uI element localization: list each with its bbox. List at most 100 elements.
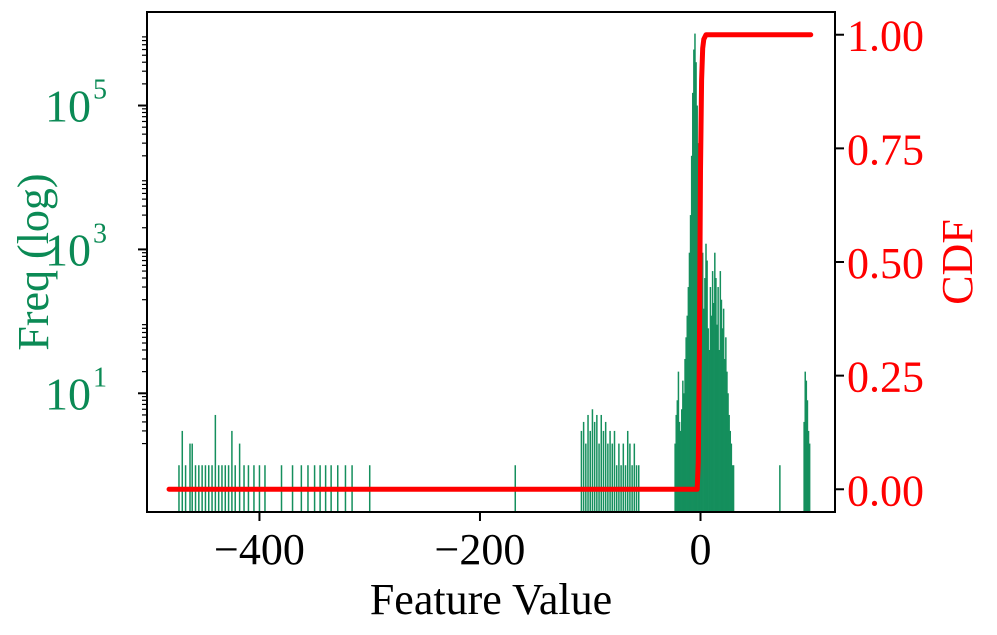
histogram-bar	[704, 278, 706, 512]
histogram-bar	[725, 337, 727, 512]
histogram-bar	[591, 409, 594, 512]
histogram-bar	[589, 430, 591, 512]
histogram-bar	[622, 443, 625, 512]
histogram-bar	[695, 62, 697, 513]
left-y-tick-exponent: 5	[93, 75, 107, 106]
histogram-bar	[189, 443, 191, 512]
histogram-bar	[803, 421, 805, 512]
histogram-bar	[712, 302, 715, 512]
x-axis: −400 −200 0	[214, 512, 711, 574]
histogram-bar	[609, 430, 611, 512]
left-y-axis-title: Freq (log)	[9, 173, 58, 350]
histogram-bar	[633, 443, 636, 512]
histogram-bar	[722, 308, 725, 512]
histogram-bar	[626, 430, 629, 512]
left-y-tick-label: 10	[45, 224, 91, 275]
histogram-bar	[804, 371, 806, 512]
right-y-axis: 0.00 0.25 0.50 0.75 1.00	[835, 12, 924, 515]
histogram-bar	[580, 430, 583, 512]
left-y-tick-label: 10	[45, 368, 91, 419]
histogram-bar	[690, 155, 693, 512]
histogram-bar	[600, 414, 603, 512]
histogram-bar	[607, 443, 609, 512]
left-y-tick-exponent: 3	[93, 218, 107, 249]
plot-frame	[146, 11, 836, 513]
histogram-bar	[593, 421, 596, 512]
histogram-bar	[701, 252, 704, 512]
histogram-bar	[730, 443, 733, 512]
histogram-bar	[582, 421, 585, 512]
histogram-bar	[181, 430, 184, 512]
histogram-bar	[238, 443, 241, 512]
histogram-bar	[674, 443, 676, 512]
histogram-bar	[717, 287, 719, 512]
histogram-bar	[805, 380, 808, 512]
left-y-tick-exponent: 1	[93, 362, 107, 393]
histogram-bar	[231, 430, 233, 512]
histogram-bar	[703, 308, 705, 512]
right-y-tick-label: 1.00	[847, 12, 924, 61]
histogram-bar	[692, 92, 694, 513]
histogram-bars	[178, 33, 811, 513]
histogram-bar	[716, 324, 718, 512]
histogram-bar	[708, 349, 711, 512]
histogram-bar	[719, 271, 722, 512]
x-tick-label: −400	[214, 525, 305, 574]
right-y-tick-label: 0.25	[847, 353, 924, 402]
histogram-bar	[711, 271, 714, 512]
histogram-bar	[677, 371, 680, 512]
histogram-bar	[688, 252, 691, 512]
histogram-bar	[682, 380, 684, 512]
histogram-bar	[598, 443, 600, 512]
histogram-bar	[629, 443, 631, 512]
histogram-bar	[611, 443, 614, 512]
histogram-bar	[700, 265, 703, 512]
histogram-bar	[686, 315, 689, 512]
histogram-bar	[679, 430, 682, 512]
right-y-tick-label: 0.50	[847, 239, 924, 288]
histogram-bar	[718, 349, 720, 512]
histogram-bar	[604, 421, 607, 512]
histogram-bar	[585, 443, 587, 512]
histogram-bar	[689, 215, 692, 512]
histogram-bar	[685, 337, 687, 512]
histogram-bar	[807, 430, 810, 512]
histogram-bar	[587, 414, 589, 512]
cdf-line	[166, 32, 814, 492]
histogram-bar	[709, 287, 712, 512]
histogram-bar	[705, 243, 707, 512]
histogram-bar	[727, 393, 729, 512]
histogram-bar	[214, 414, 217, 512]
histogram-bar	[723, 358, 726, 512]
histogram-bar	[694, 33, 696, 512]
histogram-bar	[706, 260, 708, 512]
histogram-bar	[618, 443, 620, 512]
histogram-bar	[721, 328, 724, 512]
right-y-tick-label: 0.00	[847, 466, 924, 515]
histogram-bar	[732, 465, 735, 512]
histogram-bar	[720, 299, 723, 512]
histogram-bar	[596, 414, 598, 512]
histogram-bar	[715, 278, 717, 512]
histogram-bar	[710, 315, 713, 512]
x-axis-title: Feature Value	[370, 575, 612, 624]
right-y-axis-title: CDF	[933, 219, 982, 305]
histogram-bar	[602, 430, 605, 512]
left-y-tick-label: 10	[45, 81, 91, 132]
histogram-bar	[729, 430, 732, 512]
right-y-tick-label: 0.75	[847, 125, 924, 174]
histogram-bar	[684, 358, 686, 512]
histogram-bar	[613, 430, 616, 512]
histogram-bar	[806, 400, 809, 512]
histogram-bar	[678, 421, 681, 512]
x-tick-label: −200	[435, 525, 526, 574]
histogram-bar	[680, 409, 683, 512]
histogram-bar	[676, 400, 679, 512]
histogram-bar	[808, 443, 811, 512]
histogram-bar	[726, 371, 728, 512]
histogram-bar	[728, 414, 730, 512]
histogram-bar	[683, 393, 685, 512]
histogram-bar	[687, 287, 690, 512]
